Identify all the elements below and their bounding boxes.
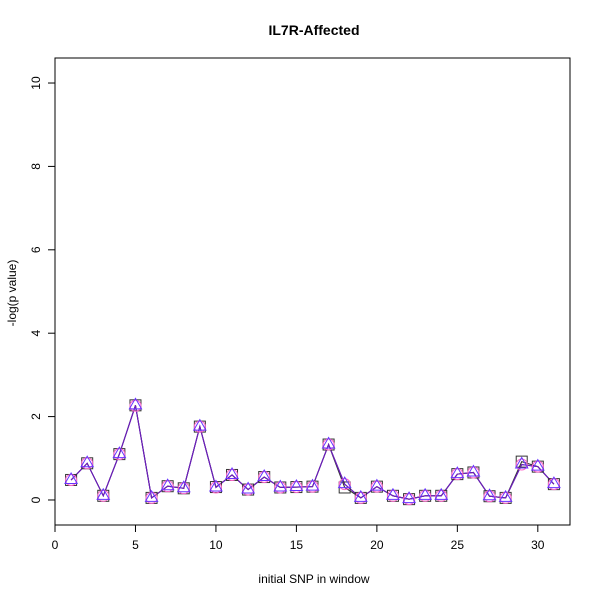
data-point-triangle xyxy=(241,481,256,494)
data-point-triangle xyxy=(64,471,79,484)
data-point-triangle xyxy=(96,487,111,500)
y-tick-label: 0 xyxy=(29,496,43,503)
data-point-triangle xyxy=(257,469,272,482)
data-point-triangle xyxy=(466,464,481,477)
data-point-circle xyxy=(467,466,480,479)
data-point-circle xyxy=(113,448,126,461)
data-point-triangle xyxy=(128,397,143,410)
data-point-triangle xyxy=(225,466,239,479)
y-tick-label: 10 xyxy=(29,76,43,90)
series-line xyxy=(70,405,555,500)
data-point-circle xyxy=(274,481,287,494)
data-point-circle xyxy=(258,471,271,484)
data-point-circle xyxy=(451,468,464,481)
data-point-circle xyxy=(306,480,319,493)
data-point-circle xyxy=(129,399,142,412)
data-point-circle xyxy=(97,489,110,502)
x-tick-label: 20 xyxy=(370,538,384,552)
chart-title: IL7R-Affected xyxy=(268,22,359,38)
y-tick-label: 2 xyxy=(29,413,43,420)
series-markers xyxy=(64,397,561,506)
data-point-circle xyxy=(499,491,512,504)
data-point-triangle xyxy=(160,478,175,491)
data-point-circle xyxy=(242,483,255,496)
data-point-triangle xyxy=(546,476,561,489)
data-point-triangle xyxy=(386,487,400,500)
series-lines xyxy=(70,405,555,500)
data-point-circle xyxy=(531,460,544,473)
data-point-circle xyxy=(161,480,174,493)
data-point-triangle xyxy=(144,489,159,502)
data-point-circle xyxy=(81,457,94,470)
data-point-triangle xyxy=(289,479,304,492)
data-point-circle xyxy=(338,478,351,491)
data-point-triangle xyxy=(450,466,465,479)
data-point-triangle xyxy=(192,418,207,431)
x-tick-label: 25 xyxy=(451,538,465,552)
data-point-circle xyxy=(145,491,158,504)
data-point-circle xyxy=(354,491,367,504)
data-point-circle xyxy=(226,468,239,481)
data-point-circle xyxy=(547,478,560,491)
y-axis: 0 2 4 6 8 10 xyxy=(29,76,56,503)
y-axis-label: -log(p value) xyxy=(5,260,19,327)
x-axis: 0 5 10 15 20 25 30 xyxy=(52,524,545,552)
data-point-triangle xyxy=(273,479,288,492)
data-point-circle xyxy=(290,481,303,494)
data-point-triangle xyxy=(482,488,497,501)
data-point-triangle xyxy=(369,478,384,491)
data-point-triangle xyxy=(498,489,513,502)
x-tick-label: 0 xyxy=(52,538,59,552)
data-point-triangle xyxy=(321,436,336,449)
data-point-circle xyxy=(322,438,335,451)
data-point-circle xyxy=(403,493,416,506)
data-point-circle xyxy=(419,489,432,502)
data-point-triangle xyxy=(305,478,320,491)
data-point-circle xyxy=(515,458,528,471)
data-point-circle xyxy=(435,489,448,502)
data-point-triangle xyxy=(353,489,368,502)
x-tick-label: 30 xyxy=(531,538,545,552)
y-tick-label: 8 xyxy=(29,163,43,170)
x-tick-label: 15 xyxy=(290,538,304,552)
data-point-circle xyxy=(177,482,190,495)
plot-frame xyxy=(54,57,571,526)
data-point-square xyxy=(515,455,528,468)
x-tick-label: 10 xyxy=(209,538,223,552)
y-tick-label: 4 xyxy=(29,330,43,337)
x-axis-label: initial SNP in window xyxy=(258,572,369,586)
data-point-triangle xyxy=(176,480,191,493)
data-point-triangle xyxy=(514,456,529,469)
y-tick-label: 6 xyxy=(29,246,43,253)
data-point-triangle xyxy=(530,458,545,471)
data-point-triangle xyxy=(418,487,433,500)
x-tick-label: 5 xyxy=(132,538,139,552)
data-point-circle xyxy=(65,473,78,486)
data-point-triangle xyxy=(434,487,449,500)
data-point-circle xyxy=(193,420,206,433)
data-point-circle xyxy=(483,490,496,503)
data-point-triangle xyxy=(112,446,127,459)
data-point-triangle xyxy=(337,476,352,489)
data-point-triangle xyxy=(80,455,95,468)
data-point-triangle xyxy=(208,479,223,492)
data-point-circle xyxy=(386,489,399,502)
data-point-triangle xyxy=(402,491,417,504)
data-point-circle xyxy=(370,480,383,493)
data-point-circle xyxy=(209,481,222,494)
